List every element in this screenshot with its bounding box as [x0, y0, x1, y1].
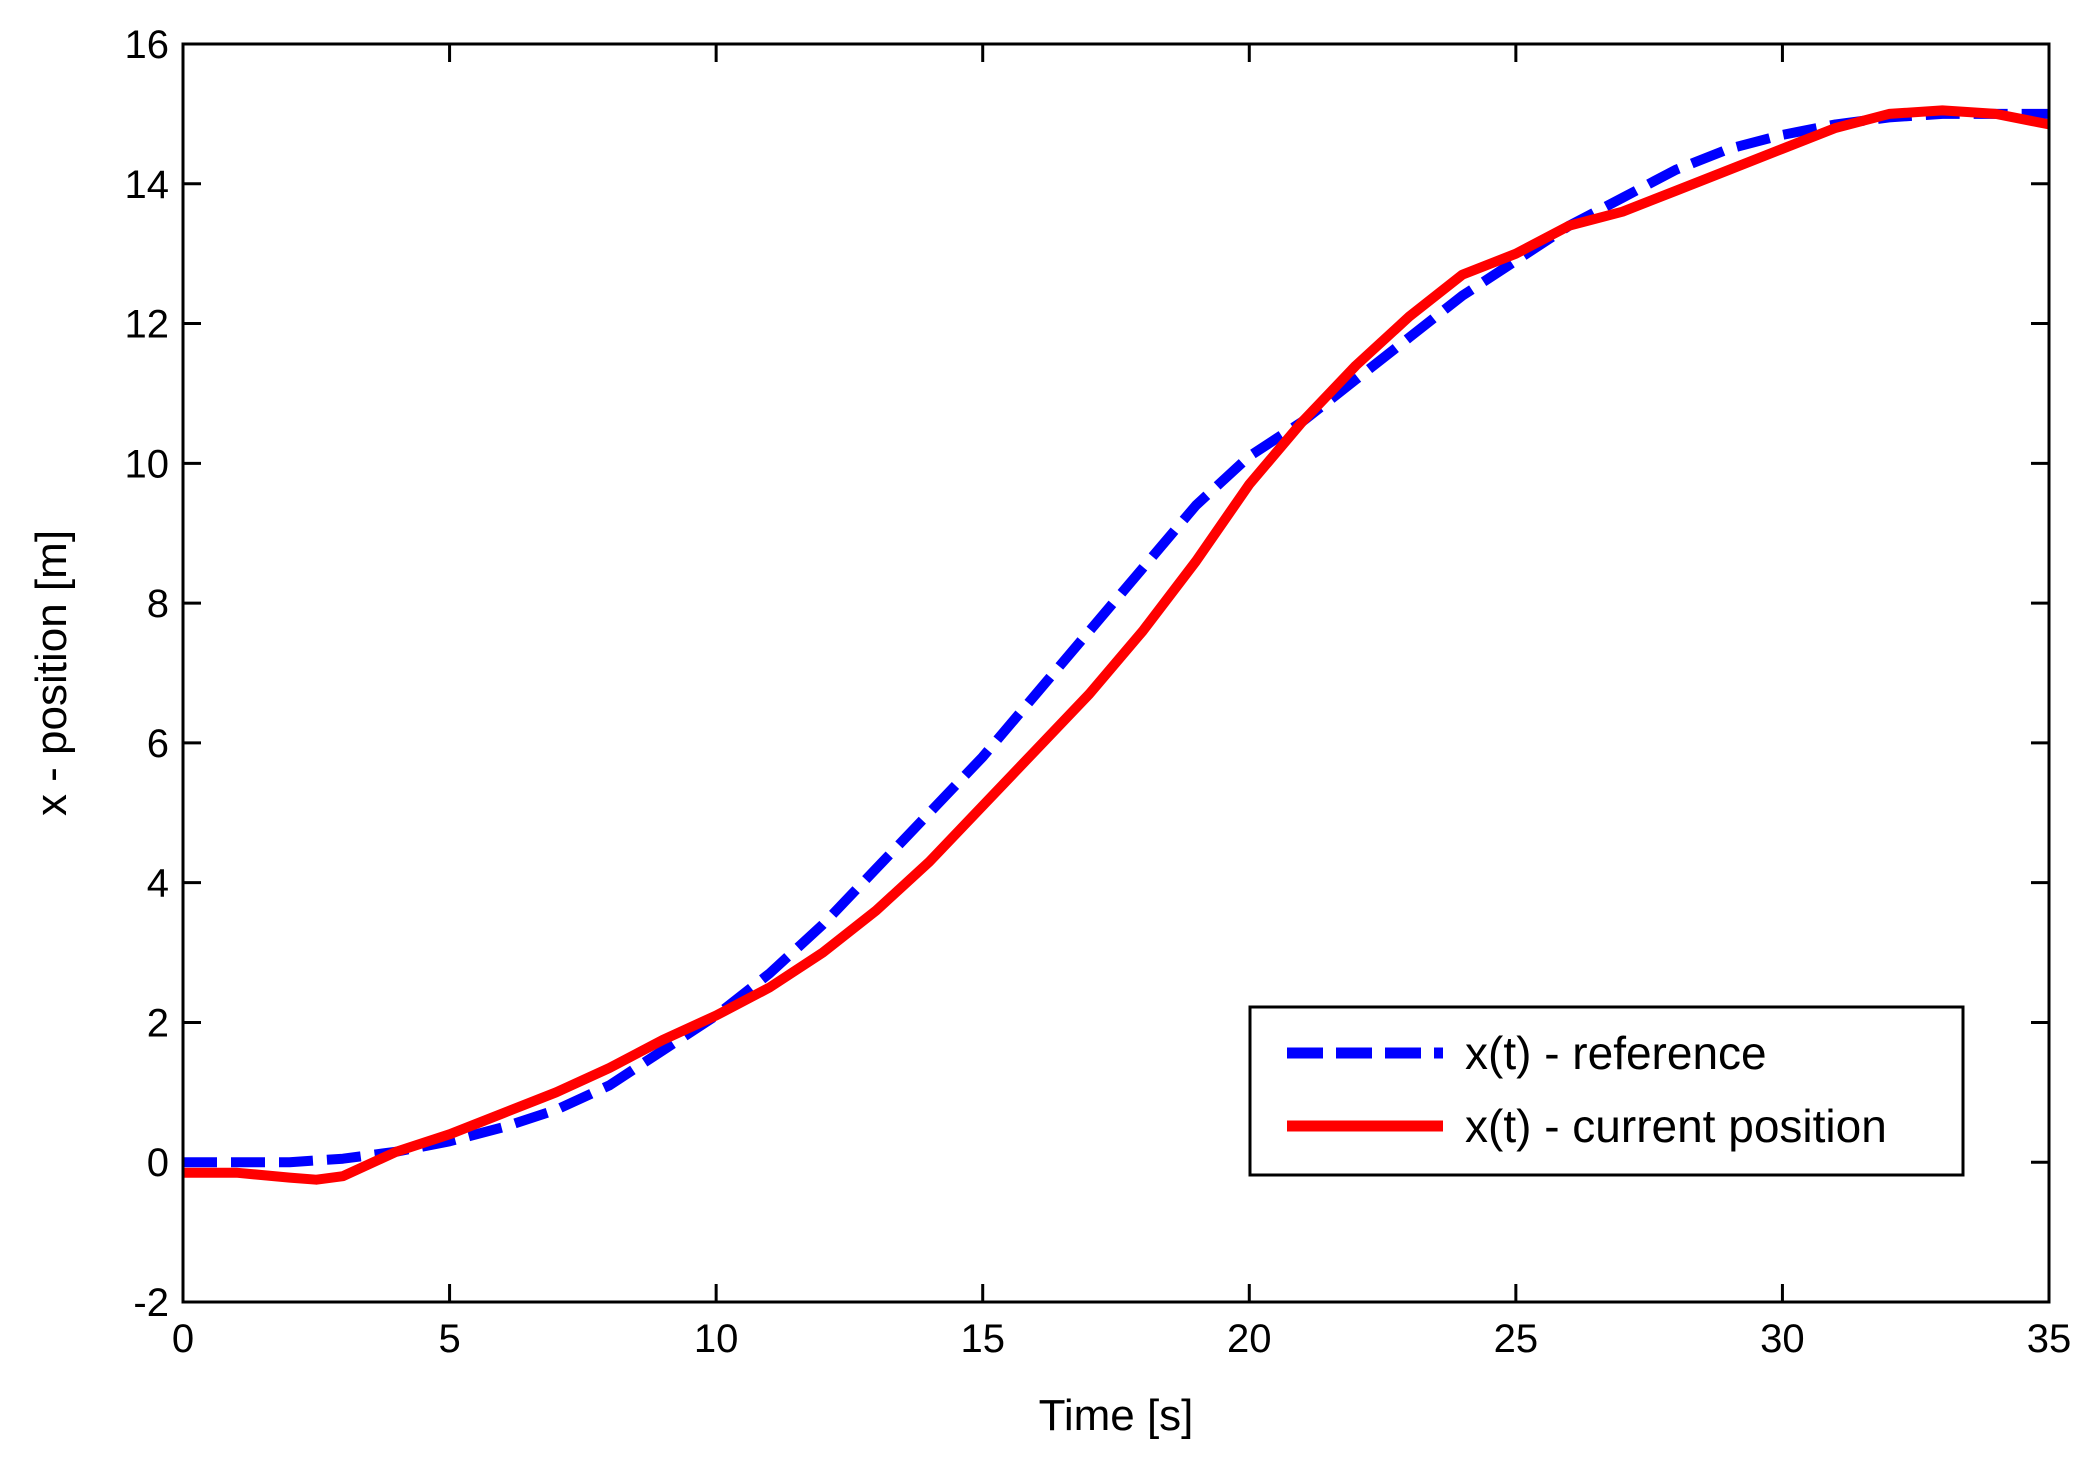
x-tick-label: 35 [2027, 1317, 2072, 1361]
y-tick-label: 2 [147, 1001, 169, 1045]
series-current-position-line [183, 105, 2050, 1185]
y-tick-label: 4 [147, 862, 169, 906]
x-tick-label: 15 [960, 1317, 1005, 1361]
x-tick-label: 5 [438, 1317, 460, 1361]
y-tick-label: 10 [125, 442, 170, 486]
plot-frame [181, 42, 2051, 1304]
y-tick-label: -2 [133, 1281, 169, 1325]
legend-label-current: x(t) - current position [1465, 1100, 1887, 1152]
y-tick-label: 8 [147, 582, 169, 626]
y-axis-title: x - position [m] [27, 530, 76, 816]
legend: x(t) - reference x(t) - current position [1248, 1005, 1965, 1177]
series-reference-line [183, 108, 2049, 1168]
y-tick-label: 16 [125, 23, 170, 67]
x-tick-label: 0 [172, 1317, 194, 1361]
x-tick-label: 30 [1760, 1317, 1805, 1361]
y-tick-label: 12 [125, 303, 170, 347]
y-tick-label: 6 [147, 722, 169, 766]
x-axis-title: Time [s] [1039, 1391, 1194, 1440]
x-tick-label: 20 [1227, 1317, 1272, 1361]
x-tick-label: 10 [694, 1317, 739, 1361]
legend-label-reference: x(t) - reference [1465, 1027, 1767, 1079]
y-tick-label: 14 [125, 163, 170, 207]
legend-box [1248, 1005, 1965, 1177]
x-tick-label: 25 [1494, 1317, 1539, 1361]
series-layer [183, 105, 2050, 1185]
y-tick-label: 0 [147, 1141, 169, 1185]
